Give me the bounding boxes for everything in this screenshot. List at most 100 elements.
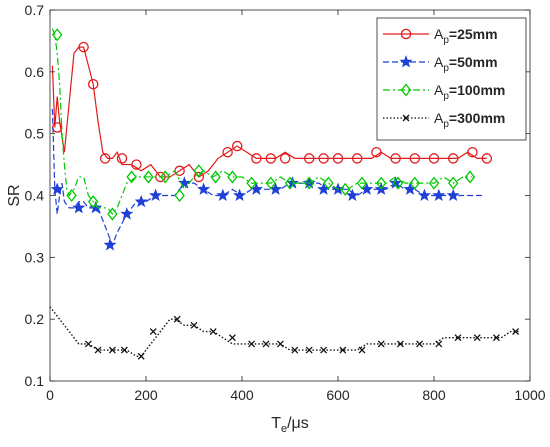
legend-label: Ap=100mm (434, 82, 505, 102)
data-point (265, 176, 277, 190)
data-point (375, 176, 387, 190)
data-point (193, 171, 205, 183)
data-point (447, 176, 459, 190)
legend-box (376, 17, 527, 141)
y-tick-label: 0.6 (25, 64, 45, 80)
data-point (174, 188, 185, 203)
data-point (231, 140, 243, 152)
data-point (197, 182, 211, 195)
legend-marker (402, 114, 410, 122)
data-point (143, 170, 154, 184)
data-point (318, 153, 329, 164)
x-tick-label: 600 (326, 387, 350, 403)
x-tick-label: 1000 (514, 387, 545, 403)
data-point (371, 146, 382, 158)
data-point (173, 315, 181, 323)
data-point (108, 346, 116, 354)
legend-entry: Ap=25mm (383, 26, 498, 46)
data-point (356, 176, 368, 190)
data-point (345, 188, 359, 202)
legend-marker (399, 55, 413, 68)
x-tick-label: 200 (134, 387, 158, 403)
data-point (216, 188, 230, 202)
legend: Ap=25mm Ap=50mm Ap=100mm Ap=300mm (376, 17, 527, 141)
data-point (233, 188, 247, 202)
y-tick-label: 0.7 (25, 2, 45, 18)
data-point (428, 153, 440, 164)
data-point (409, 176, 421, 190)
x-tick-label: 400 (230, 387, 254, 403)
data-point (149, 188, 163, 202)
data-point (87, 195, 99, 209)
data-point (209, 328, 217, 335)
data-point (89, 201, 103, 214)
legend-marker (400, 83, 412, 97)
data-point (390, 153, 401, 164)
data-point (351, 153, 363, 164)
data-point (99, 153, 111, 164)
data-point (305, 346, 313, 354)
data-point (265, 153, 277, 164)
data-point (291, 346, 299, 354)
data-point (210, 170, 221, 184)
data-point (134, 194, 148, 208)
data-point (84, 340, 92, 348)
data-point (193, 164, 205, 178)
data-point (87, 78, 99, 90)
data-point (279, 153, 291, 164)
data-point (320, 346, 328, 354)
data-point (116, 153, 128, 164)
data-point (126, 170, 137, 184)
legend-label: Ap=25mm (434, 26, 498, 46)
data-point (190, 321, 198, 329)
legend-entry: Ap=300mm (383, 110, 505, 130)
legend-label: Ap=300mm (434, 110, 505, 130)
data-point (409, 153, 421, 164)
data-point (94, 346, 102, 354)
data-point (339, 346, 347, 354)
data-point (417, 188, 431, 202)
legend-marker (400, 28, 412, 40)
y-axis-label: SR (6, 184, 23, 206)
data-point (251, 153, 262, 164)
y-tick-label: 0.4 (25, 188, 45, 204)
data-point (446, 188, 460, 202)
data-point (120, 346, 128, 354)
data-point (432, 188, 446, 202)
y-tick-label: 0.2 (25, 311, 45, 327)
data-point (248, 340, 256, 348)
series-1 (50, 108, 482, 251)
data-point (72, 201, 86, 214)
data-point (481, 153, 493, 164)
data-point (416, 340, 424, 348)
data-point (78, 41, 89, 53)
y-tick-label: 0.3 (25, 249, 45, 265)
legend-entry: Ap=100mm (383, 82, 505, 102)
data-point (377, 340, 385, 348)
data-point (276, 340, 284, 348)
data-point (473, 334, 481, 342)
legend-label: Ap=50mm (434, 54, 498, 74)
data-point (303, 176, 315, 190)
data-point (246, 176, 257, 190)
data-point (467, 146, 478, 158)
data-point (262, 340, 270, 348)
data-point (512, 328, 520, 335)
y-tick-label: 0.1 (25, 373, 45, 389)
data-point (103, 238, 117, 251)
data-point (227, 170, 238, 184)
data-point (358, 346, 366, 354)
data-point (137, 352, 145, 360)
data-point (222, 146, 233, 158)
data-point (149, 328, 157, 335)
data-point (339, 182, 351, 196)
data-point (392, 176, 404, 190)
data-point (323, 176, 334, 190)
data-point (396, 340, 404, 348)
series-2 (51, 28, 476, 221)
data-point (228, 334, 236, 342)
data-point (454, 334, 462, 342)
data-point (447, 153, 459, 164)
data-point (435, 340, 443, 348)
